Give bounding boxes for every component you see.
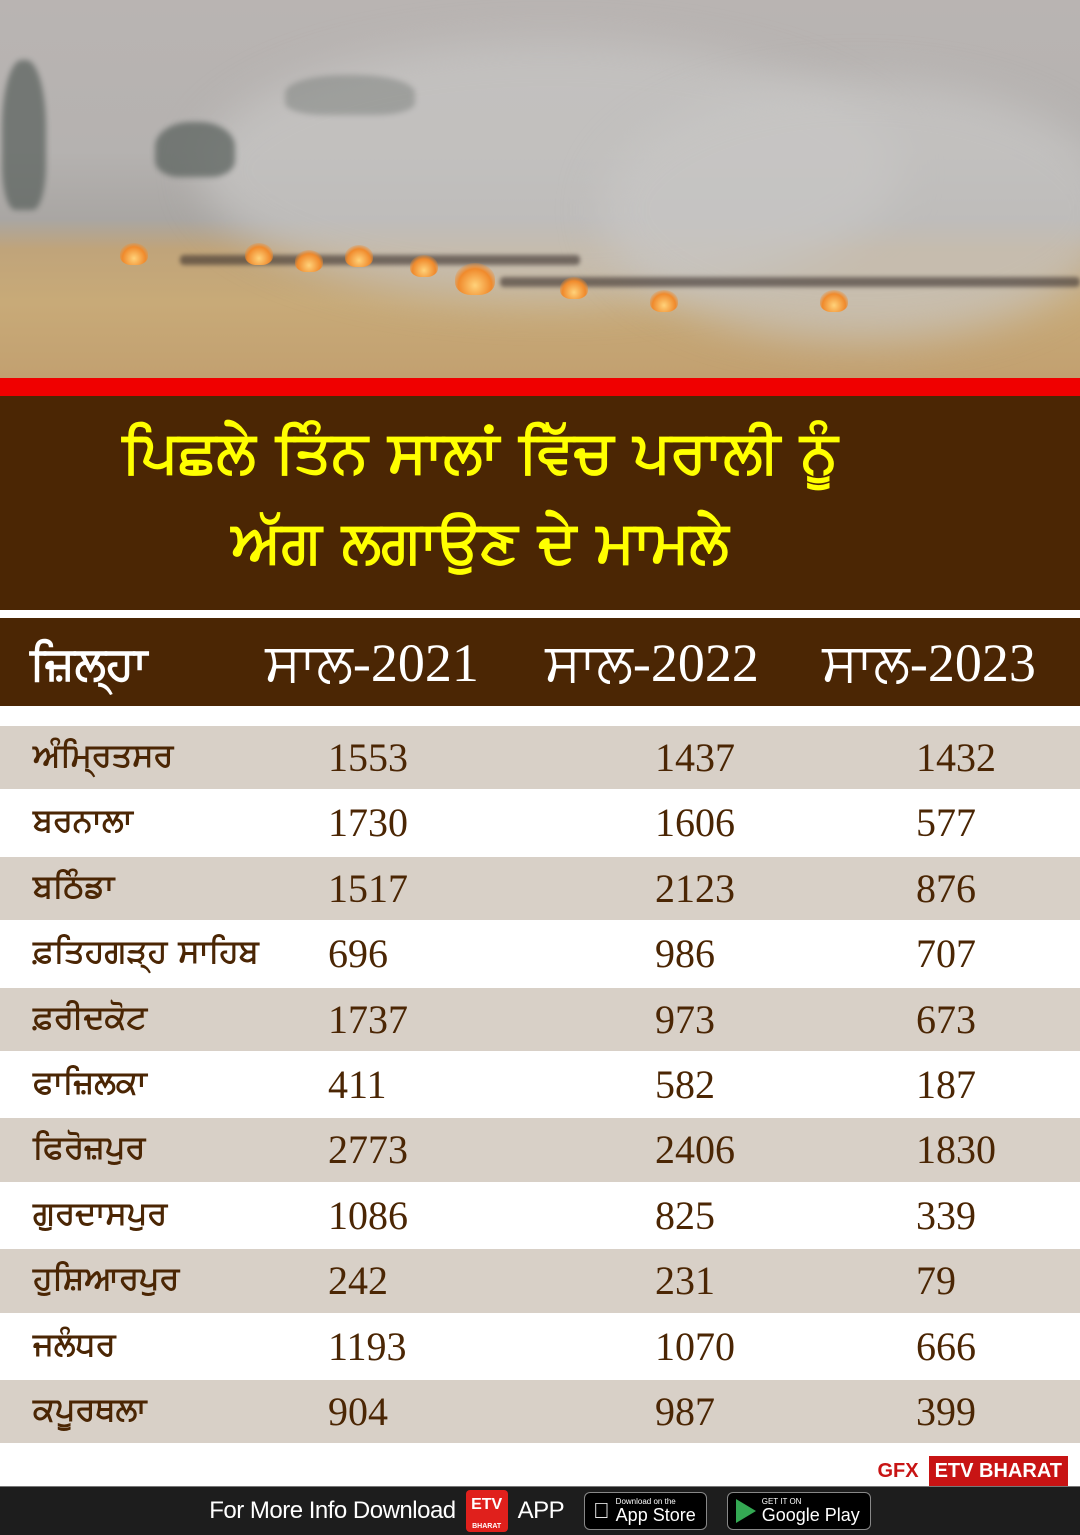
table-row: ਗੁਰਦਾਸਪੁਰ 1086 825 339 [0,1184,1080,1250]
title-line-2: ਅੱਗ ਲਗਾਉਣ ਦੇ ਮਾਮਲੇ [231,508,729,576]
value-2023: 1432 [916,735,996,780]
district-name: ਫਾਜ਼ਿਲਕਾ [33,1062,147,1101]
etv-logo-subtext: BHARAT [472,1523,502,1530]
value-2021: 1517 [328,865,408,911]
app-store-big-text: App Store [607,1505,696,1525]
footer-text: For More Info Download [209,1497,456,1524]
title-banner: ਪਿਛਲੇ ਤਿੰਨ ਸਾਲਾਂ ਵਿੱਚ ਪਰਾਲੀ ਨੂੰ ਅੱਗ ਲਗਾਉ… [0,396,1080,610]
title-line-1: ਪਿਛਲੇ ਤਿੰਨ ਸਾਲਾਂ ਵਿੱਚ ਪਰਾਲੀ ਨੂੰ [122,418,838,486]
table-row: ਅੰਮ੍ਰਿਤਸਰ 1553 1437 1432 [0,726,1080,792]
app-store-button[interactable]:  Download on the App Store [584,1492,707,1530]
red-divider [0,378,1080,396]
value-2023: 187 [916,1061,976,1107]
value-2022: 231 [655,1258,715,1304]
district-name: ਹੁਸ਼ਿਆਰਪੁਰ [33,1259,180,1298]
table-row: ਫ਼ਰੀਦਕੋਟ 1737 973 673 [0,987,1080,1053]
google-play-button[interactable]: GET IT ON Google Play [726,1492,871,1530]
value-2023: 577 [916,800,976,846]
value-2022: 973 [655,996,715,1042]
fire-line [0,243,1080,315]
value-2023: 673 [916,996,976,1042]
table-row: ਫਿਰੋਜ਼ਪੁਰ 2773 2406 1830 [0,1118,1080,1184]
district-name: ਫ਼ਰੀਦਕੋਟ [33,997,147,1036]
header-2022: ਸਾਲ-2022 [545,633,759,693]
download-footer: For More Info Download ETV BHARAT APP  … [0,1486,1080,1535]
google-play-icon [735,1499,756,1523]
table-row: ਫਾਜ਼ਿਲਕਾ 411 582 187 [0,1053,1080,1119]
value-2021: 1193 [328,1323,407,1369]
etv-logo-text: ETV [471,1496,503,1513]
table-row: ਹੁਸ਼ਿਆਰਪੁਰ 242 231 79 [0,1249,1080,1315]
header-2023: ਸਾਲ-2023 [822,633,1036,693]
app-label: APP [517,1497,565,1524]
etv-bharat-brand: ETV BHARAT [928,1456,1068,1486]
table-header: ਜ਼ਿਲ੍ਹਾ ਸਾਲ-2021 ਸਾਲ-2022 ਸਾਲ-2023 [0,618,1080,706]
district-name: ਅੰਮ੍ਰਿਤਸਰ [33,736,174,774]
value-2023: 79 [916,1258,956,1304]
value-2023: 399 [916,1388,976,1434]
district-name: ਗੁਰਦਾਸਪੁਰ [33,1193,168,1232]
gfx-credit: GFX ETV BHARAT [867,1456,1068,1486]
apple-icon:  [593,1498,610,1524]
value-2023: 339 [916,1192,976,1238]
district-name: ਜਲੰਧਰ [33,1324,116,1363]
district-name: ਕਪੂਰਥਲਾ [33,1389,147,1428]
value-2023: 1830 [916,1127,996,1173]
value-2021: 242 [328,1258,388,1304]
table-row: ਬਰਨਾਲਾ 1730 1606 577 [0,791,1080,857]
google-play-big-text: Google Play [753,1505,860,1525]
value-2022: 986 [655,931,715,977]
value-2022: 987 [655,1388,715,1434]
value-2021: 1086 [328,1192,408,1238]
table-row: ਕਪੂਰਥਲਾ 904 987 399 [0,1379,1080,1446]
table-row: ਫ਼ਤਿਹਗੜ੍ਹ ਸਾਹਿਬ 696 986 707 [0,922,1080,988]
table-row: ਜਲੰਧਰ 1193 1070 666 [0,1315,1080,1380]
value-2022: 582 [655,1061,715,1107]
district-name: ਫ਼ਤਿਹਗੜ੍ਹ ਸਾਹਿਬ [33,932,259,971]
value-2023: 876 [916,865,976,911]
value-2022: 1606 [655,800,735,846]
value-2021: 1730 [328,800,408,846]
value-2022: 825 [655,1192,715,1238]
value-2022: 1070 [655,1323,735,1369]
value-2021: 1737 [328,996,408,1042]
value-2021: 904 [328,1388,388,1434]
etv-app-logo-icon[interactable]: ETV BHARAT [465,1490,508,1532]
tree [285,75,415,115]
value-2021: 2773 [328,1127,408,1173]
value-2023: 666 [916,1323,976,1369]
value-2021: 1553 [328,735,408,780]
district-name: ਫਿਰੋਜ਼ਪੁਰ [33,1128,146,1167]
district-name: ਬਠਿੰਡਾ [33,866,115,905]
value-2021: 411 [328,1061,387,1107]
value-2022: 2123 [655,865,735,911]
district-name: ਬਰਨਾਲਾ [33,801,133,840]
tree [2,60,46,210]
value-2022: 2406 [655,1127,735,1173]
tree [155,122,235,177]
data-table: ਅੰਮ੍ਰਿਤਸਰ 1553 1437 1432 ਬਰਨਾਲਾ 1730 160… [0,726,1080,1446]
value-2023: 707 [916,931,976,977]
google-play-small-text: GET IT ON [753,1497,802,1506]
header-district: ਜ਼ਿਲ੍ਹਾ [30,636,148,690]
table-row: ਬਠਿੰਡਾ 1517 2123 876 [0,856,1080,923]
gfx-label: GFX [867,1459,929,1483]
app-store-small-text: Download on the [607,1497,676,1506]
value-2022: 1437 [655,735,735,780]
stubble-burning-photo [0,0,1080,378]
value-2021: 696 [328,931,388,977]
header-2021: ਸਾਲ-2021 [265,633,479,693]
